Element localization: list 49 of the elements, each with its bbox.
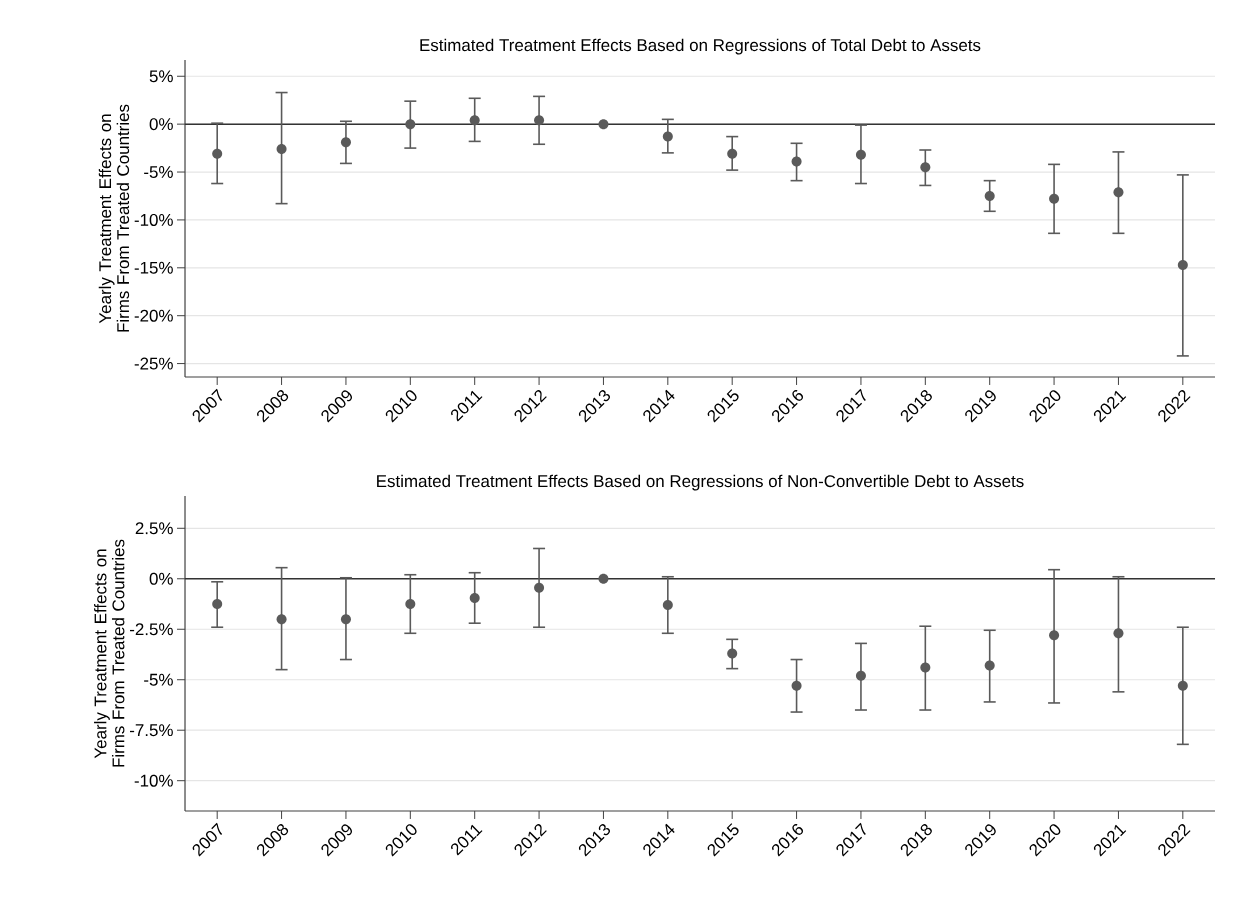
- point: [534, 115, 545, 126]
- point: [212, 599, 223, 610]
- point: [598, 573, 609, 584]
- y-tick-label: 0%: [149, 572, 173, 585]
- point: [855, 149, 866, 160]
- point: [276, 144, 287, 155]
- point: [469, 115, 480, 126]
- point: [405, 599, 416, 610]
- point: [405, 119, 416, 130]
- y-tick-label: -20%: [134, 309, 173, 322]
- y-axis-title: Yearly Treatment Effects on Firms From Treated Countries: [98, 104, 130, 332]
- y-tick-label: -25%: [134, 357, 173, 370]
- y-tick-label: 2.5%: [135, 522, 173, 535]
- point: [791, 680, 802, 691]
- point: [920, 162, 931, 173]
- point: [212, 148, 223, 159]
- y-tick-label: 0%: [149, 118, 173, 131]
- y-tick-label: -10%: [134, 213, 173, 226]
- point: [662, 131, 673, 142]
- point: [340, 137, 351, 148]
- point: [1113, 187, 1124, 198]
- chart-title: Estimated Treatment Effects Based on Regressions of Non-Convertible Debt to Assets: [377, 474, 1024, 491]
- point: [1113, 628, 1124, 639]
- y-tick-label: 5%: [149, 70, 173, 83]
- point: [534, 582, 545, 593]
- point: [662, 600, 673, 611]
- y-tick-label: -5%: [144, 166, 173, 178]
- point: [1177, 680, 1188, 691]
- point: [1049, 630, 1060, 641]
- y-tick-label: -15%: [134, 261, 173, 274]
- point: [727, 148, 738, 159]
- y-tick-label: -5%: [144, 673, 173, 686]
- point: [469, 592, 480, 603]
- point: [1177, 259, 1188, 270]
- point: [1049, 193, 1060, 204]
- point: [984, 190, 995, 201]
- point: [984, 660, 995, 671]
- y-tick-label: -10%: [134, 774, 173, 787]
- point: [276, 614, 287, 625]
- y-tick-label: -2.5%: [130, 623, 173, 636]
- point: [791, 156, 802, 167]
- chart-title: Estimated Treatment Effects Based on Regressions of Total Debt to Assets: [420, 38, 981, 55]
- point: [598, 119, 609, 130]
- y-axis-title: Yearly Treatment Effects on Firms From Treated Countries: [94, 539, 125, 767]
- point: [340, 614, 351, 625]
- point: [855, 670, 866, 681]
- point: [920, 662, 931, 673]
- point: [727, 648, 738, 659]
- y-tick-label: -7.5%: [130, 724, 173, 737]
